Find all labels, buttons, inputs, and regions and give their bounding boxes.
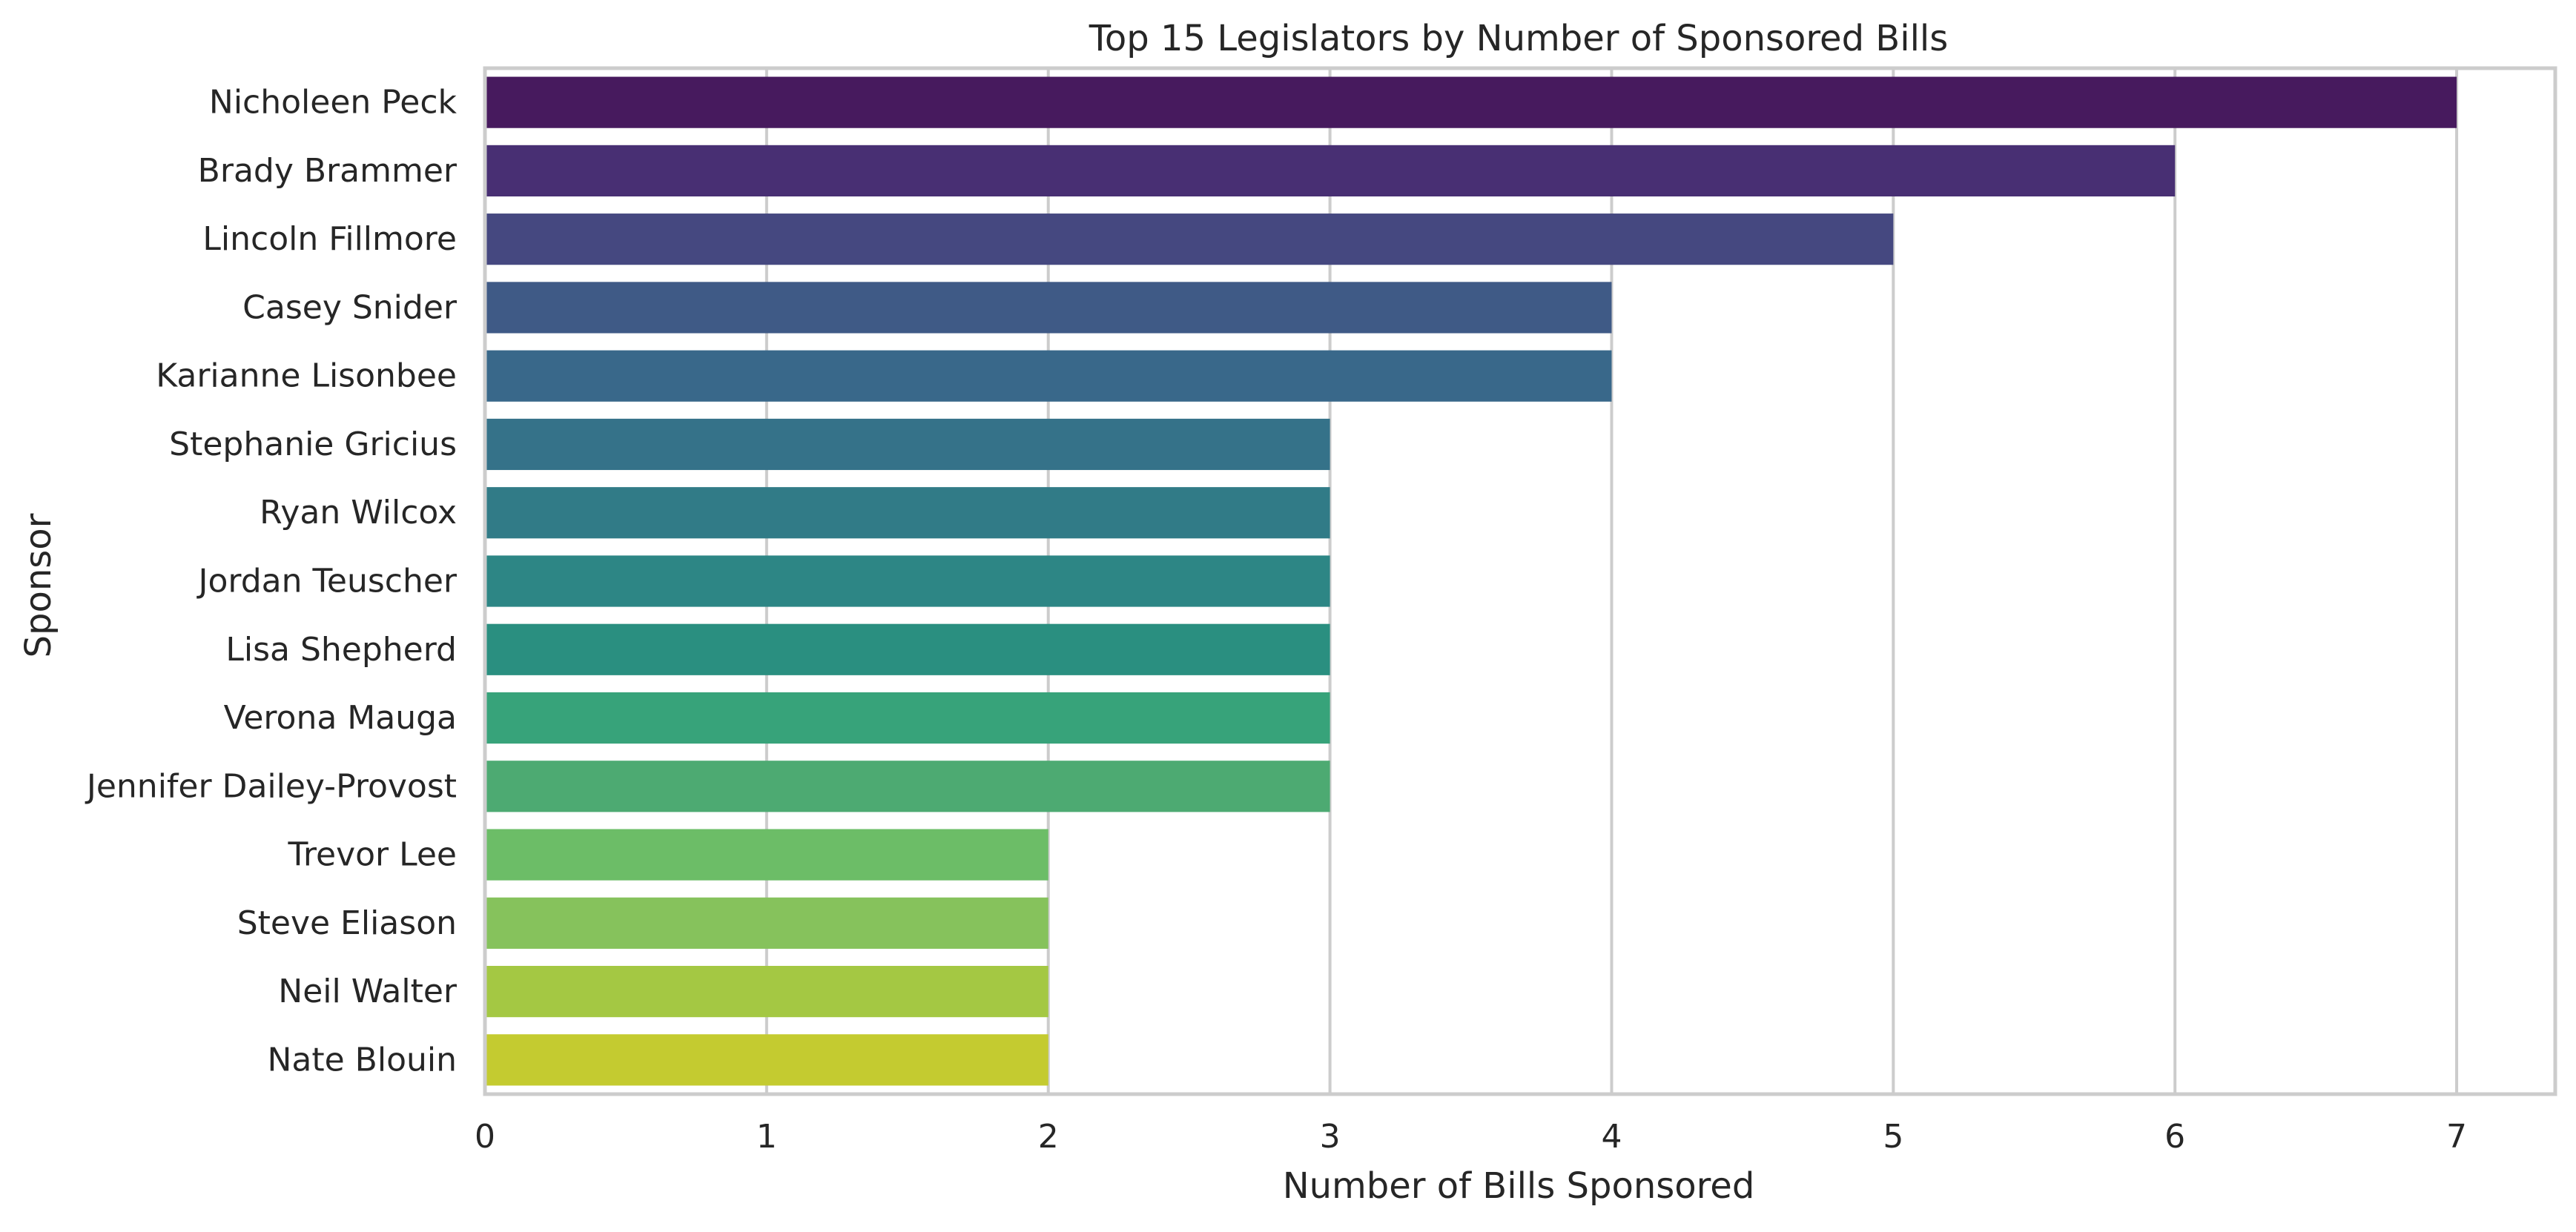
x-tick-label: 6 bbox=[2164, 1118, 2185, 1156]
bar-steve-eliason bbox=[485, 897, 1048, 949]
y-tick-label: Karianne Lisonbee bbox=[156, 357, 457, 395]
y-tick-label: Trevor Lee bbox=[287, 836, 457, 874]
bar-stephanie-gricius bbox=[485, 418, 1330, 471]
bar-ryan-wilcox bbox=[485, 487, 1330, 539]
y-tick-labels: Nicholeen Peck Brady Brammer Lincoln Fillm… bbox=[85, 84, 458, 1079]
x-axis-title: Number of Bills Sponsored bbox=[1283, 1165, 1755, 1207]
bar-nicholeen-peck bbox=[485, 76, 2457, 128]
y-tick-label: Nate Blouin bbox=[267, 1041, 457, 1079]
y-tick-label: Casey Snider bbox=[242, 288, 458, 326]
bar-trevor-lee bbox=[485, 829, 1048, 881]
y-tick-label: Ryan Wilcox bbox=[260, 494, 457, 531]
bar-neil-walter bbox=[485, 966, 1048, 1018]
bar-lincoln-fillmore bbox=[485, 213, 1894, 265]
plot-frame bbox=[483, 66, 2557, 1096]
y-tick-label: Neil Walter bbox=[278, 973, 458, 1010]
bar-casey-snider bbox=[485, 282, 1612, 334]
x-tick-label: 5 bbox=[1883, 1118, 1903, 1156]
bar-jennifer-dailey-provost bbox=[485, 761, 1330, 812]
x-tick-label: 0 bbox=[475, 1118, 495, 1156]
y-tick-label: Nicholeen Peck bbox=[209, 84, 458, 122]
bar-lisa-shepherd bbox=[485, 623, 1330, 675]
y-tick-label: Jordan Teuscher bbox=[196, 563, 458, 600]
y-tick-label: Stephanie Gricius bbox=[169, 425, 457, 463]
chart-title: Top 15 Legislators by Number of Sponsore… bbox=[1089, 18, 1949, 59]
bar-karianne-lisonbee bbox=[485, 350, 1612, 402]
x-tick-label: 2 bbox=[1038, 1118, 1059, 1156]
x-tick-label: 3 bbox=[1320, 1118, 1341, 1156]
y-tick-label: Jennifer Dailey-Provost bbox=[85, 767, 457, 805]
y-tick-label: Lisa Shepherd bbox=[225, 631, 457, 669]
x-tick-label: 4 bbox=[1601, 1118, 1622, 1156]
y-tick-label: Brady Brammer bbox=[198, 152, 458, 190]
bar-brady-brammer bbox=[485, 145, 2176, 196]
y-tick-label: Verona Mauga bbox=[224, 699, 457, 737]
bars bbox=[485, 76, 2457, 1086]
y-tick-label: Lincoln Fillmore bbox=[202, 220, 457, 258]
bar-verona-mauga bbox=[485, 692, 1330, 744]
bar-jordan-teuscher bbox=[485, 555, 1330, 607]
x-tick-labels: 0 1 2 3 4 5 6 7 bbox=[475, 1118, 2467, 1156]
bar-nate-blouin bbox=[485, 1034, 1048, 1086]
plot-border bbox=[483, 66, 2557, 1096]
x-tick-label: 7 bbox=[2446, 1118, 2467, 1156]
y-axis-title: Sponsor bbox=[18, 513, 59, 658]
y-tick-label: Steve Eliason bbox=[237, 904, 457, 942]
x-tick-label: 1 bbox=[756, 1118, 777, 1156]
